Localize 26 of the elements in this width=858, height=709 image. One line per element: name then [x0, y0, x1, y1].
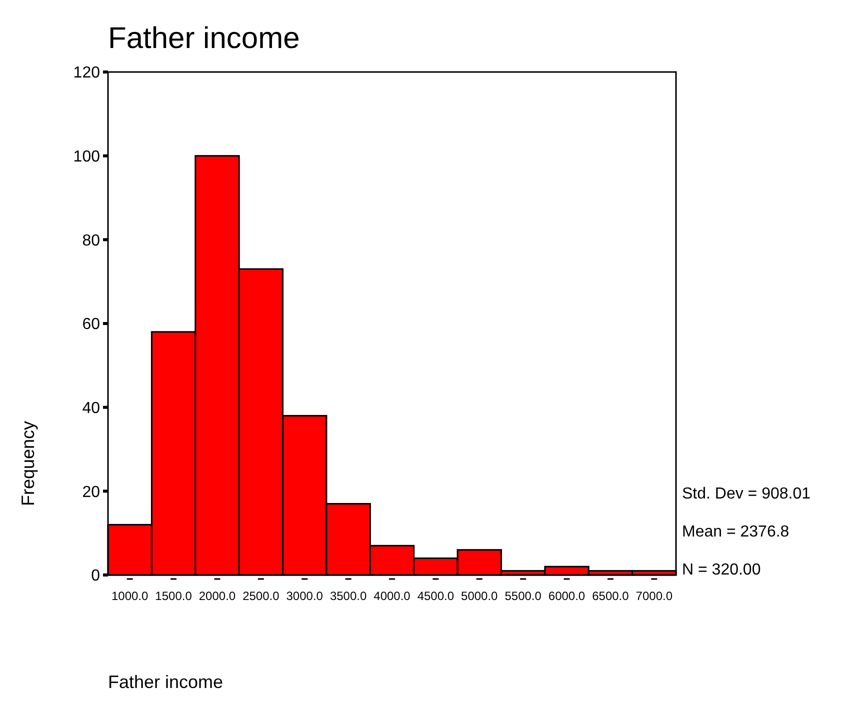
- x-tick-label: 4000.0: [374, 589, 411, 603]
- x-tick-label: 6500.0: [592, 589, 630, 603]
- y-tick-label: 80: [82, 232, 100, 250]
- x-tick-label: 5000.0: [461, 589, 498, 603]
- x-tick-label: 3500.0: [330, 589, 367, 603]
- text: Std. Dev = 908.01: [682, 486, 811, 503]
- y-tick-label: 120: [73, 64, 100, 82]
- text: Mean = 2376.8: [682, 524, 790, 541]
- x-tick-label: 1500.0: [155, 589, 192, 603]
- x-tick-label: 6000.0: [548, 589, 586, 603]
- x-tick-label: 1000.0: [111, 589, 149, 603]
- x-tick-label: 7000.0: [636, 589, 673, 603]
- chart-title: Father income: [108, 22, 300, 55]
- x-axis-title: Father income: [108, 672, 224, 692]
- y-tick-label: 20: [82, 484, 100, 501]
- x-tick-label: 4500.0: [417, 589, 454, 603]
- x-tick-label: 2500.0: [242, 589, 280, 603]
- x-tick-label: 5500.0: [504, 589, 542, 603]
- text: N = 320.00: [682, 562, 761, 579]
- y-tick-label: 0: [91, 568, 100, 585]
- y-tick-label: 40: [82, 400, 100, 417]
- y-axis-title: Frequency: [18, 420, 38, 506]
- x-tick-label: 2000.0: [198, 589, 236, 603]
- y-tick-label: 100: [73, 148, 100, 166]
- y-tick-label: 60: [82, 316, 100, 334]
- x-tick-label: 3000.0: [286, 589, 324, 603]
